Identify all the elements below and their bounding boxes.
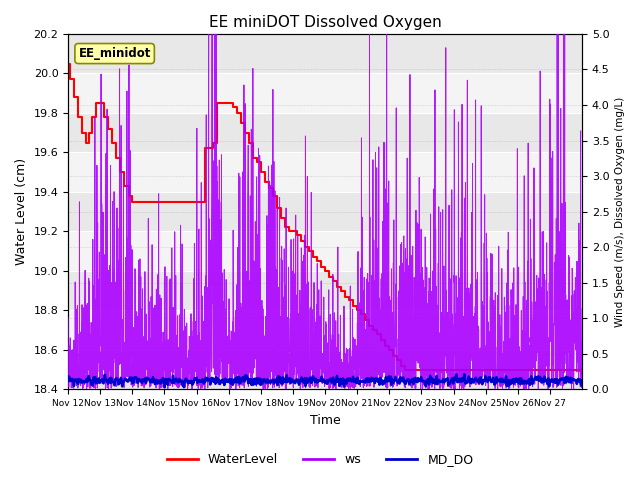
Bar (68, 231, 582, 271)
Y-axis label: Water Level (cm): Water Level (cm) (15, 158, 28, 265)
Bar (68, 350, 582, 389)
Bar (68, 153, 582, 192)
Y-axis label: Wind Speed (m/s), Dissolved Oxygen (mg/L): Wind Speed (m/s), Dissolved Oxygen (mg/L… (615, 96, 625, 327)
Text: EE_minidot: EE_minidot (79, 47, 151, 60)
Bar (68, 192, 582, 231)
Bar (68, 311, 582, 350)
Bar (68, 34, 582, 73)
Bar (68, 73, 582, 113)
Bar (68, 271, 582, 311)
Title: EE miniDOT Dissolved Oxygen: EE miniDOT Dissolved Oxygen (209, 15, 442, 30)
Legend: WaterLevel, ws, MD_DO: WaterLevel, ws, MD_DO (161, 448, 479, 471)
X-axis label: Time: Time (310, 414, 340, 427)
Bar (68, 113, 582, 153)
